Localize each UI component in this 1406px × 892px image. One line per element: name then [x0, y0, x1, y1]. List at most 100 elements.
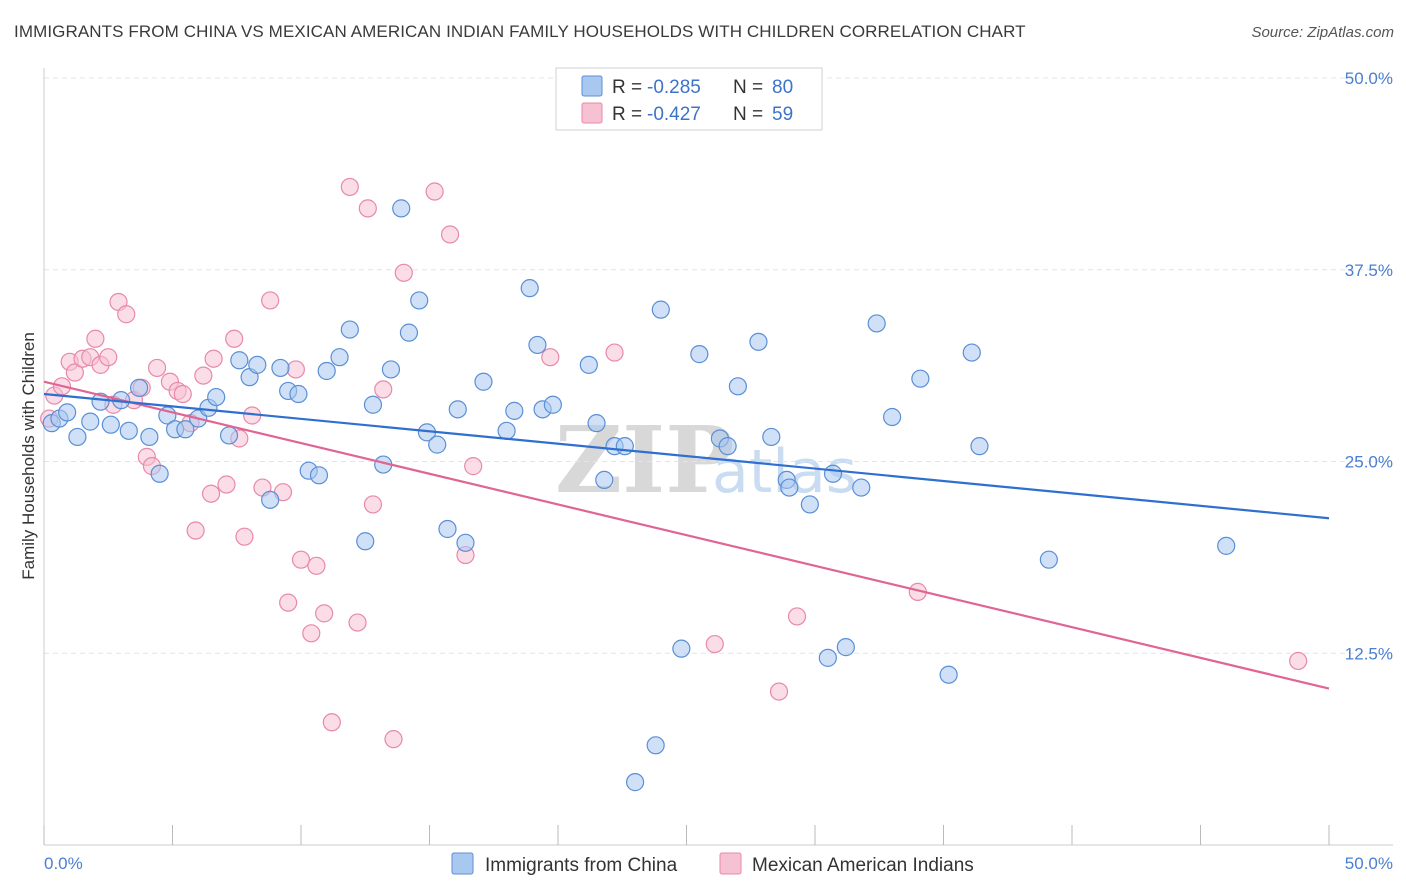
point-mex-22: [186, 521, 205, 540]
point-china-27: [309, 466, 329, 485]
point-china-28: [317, 361, 336, 381]
series-china-points: [42, 199, 1236, 792]
point-china-54: [615, 437, 634, 456]
point-china-43: [474, 372, 493, 391]
x-tick-label-min: 0.0%: [44, 854, 83, 873]
legend-swatch-mex: [581, 102, 603, 124]
point-mex-55: [769, 682, 789, 701]
legend-n-value-mex: 59: [772, 104, 793, 125]
point-china-50: [579, 355, 598, 374]
point-china-61: [718, 437, 737, 456]
point-mex-36: [291, 550, 311, 569]
point-mex-20: [173, 384, 192, 404]
point-china-72: [867, 314, 886, 333]
point-mex-17: [147, 358, 167, 378]
source-label: Source: ZipAtlas.com: [1251, 24, 1394, 41]
point-china-51: [587, 414, 606, 433]
legend-r-value-mex: -0.427: [647, 104, 701, 125]
point-china-36: [399, 323, 419, 342]
point-mex-44: [363, 495, 383, 514]
point-mex-7: [86, 329, 105, 348]
point-china-79: [1217, 536, 1236, 555]
point-china-3: [68, 427, 87, 447]
point-china-6: [101, 415, 120, 434]
point-china-67: [800, 495, 819, 514]
point-china-52: [595, 470, 614, 490]
bottom-legend-swatch-mex: [719, 852, 742, 875]
point-mex-9: [99, 348, 118, 367]
point-mex-37: [302, 624, 321, 643]
point-mex-38: [307, 556, 326, 575]
point-china-41: [448, 400, 467, 419]
point-china-77: [970, 437, 989, 456]
legend-swatch-china: [581, 75, 603, 97]
point-china-18: [219, 426, 239, 445]
bottom-legend-label-mex: Mexican American Indians: [752, 855, 974, 876]
point-china-40: [438, 519, 457, 539]
data-series: [40, 177, 1330, 792]
point-china-68: [818, 648, 837, 667]
point-china-23: [271, 358, 290, 378]
legend-n-label-mex: N =: [733, 104, 763, 125]
point-mex-42: [348, 613, 367, 632]
point-china-47: [528, 335, 547, 355]
point-china-37: [410, 291, 429, 310]
point-china-5: [91, 392, 110, 411]
point-china-76: [962, 343, 981, 362]
legend-r-value-china: -0.285: [647, 77, 701, 98]
trend-line-china: [43, 392, 1330, 520]
axes: [43, 68, 1393, 846]
point-china-4: [81, 412, 100, 431]
point-mex-27: [225, 329, 244, 348]
x-tick-label-max: 50.0%: [1345, 854, 1393, 873]
point-china-2: [58, 403, 77, 422]
point-mex-26: [217, 475, 236, 494]
point-china-75: [939, 665, 958, 684]
series-legend: Immigrants from China Mexican American I…: [451, 852, 974, 876]
point-china-44: [497, 421, 516, 440]
point-mex-47: [394, 263, 413, 282]
point-china-34: [381, 360, 401, 379]
point-china-74: [911, 369, 930, 388]
bottom-legend-swatch-china: [451, 852, 474, 875]
point-china-49: [543, 395, 562, 414]
point-china-11: [150, 464, 169, 483]
point-mex-43: [358, 199, 377, 218]
point-mex-24: [201, 484, 221, 503]
point-china-19: [230, 351, 249, 370]
point-mex-41: [340, 177, 359, 197]
point-china-17: [207, 387, 226, 407]
point-china-58: [672, 639, 691, 658]
trend-line-mex: [43, 380, 1330, 690]
y-tick-label-1: 25.0%: [1345, 453, 1393, 472]
point-china-66: [780, 478, 799, 497]
point-china-62: [728, 377, 748, 396]
point-mex-29: [235, 527, 254, 546]
point-mex-39: [315, 604, 334, 623]
point-china-78: [1039, 550, 1058, 569]
point-china-22: [261, 490, 280, 509]
point-china-10: [140, 427, 159, 447]
chart-title: IMMIGRANTS FROM CHINA VS MEXICAN AMERICA…: [14, 22, 1026, 41]
point-china-42: [456, 533, 475, 552]
point-mex-53: [605, 343, 624, 362]
legend-r-label-china: R =: [612, 77, 642, 98]
legend-r-label-mex: R =: [612, 104, 642, 125]
point-china-30: [340, 320, 359, 339]
point-china-9: [129, 378, 149, 397]
point-mex-40: [322, 713, 341, 732]
point-mex-52: [541, 348, 560, 367]
point-china-57: [651, 300, 670, 319]
point-mex-56: [787, 607, 807, 626]
legend-n-label-china: N =: [733, 77, 763, 98]
point-mex-46: [384, 730, 403, 749]
point-mex-58: [1289, 651, 1308, 671]
point-mex-34: [279, 593, 298, 612]
y-tick-labels: 12.5% 25.0% 37.5% 50.0%: [1345, 69, 1393, 663]
legend-n-value-china: 80: [772, 77, 793, 98]
point-china-21: [248, 355, 267, 374]
point-china-46: [520, 279, 539, 298]
point-mex-51: [464, 457, 483, 476]
point-china-8: [119, 421, 138, 440]
point-china-25: [289, 384, 308, 404]
